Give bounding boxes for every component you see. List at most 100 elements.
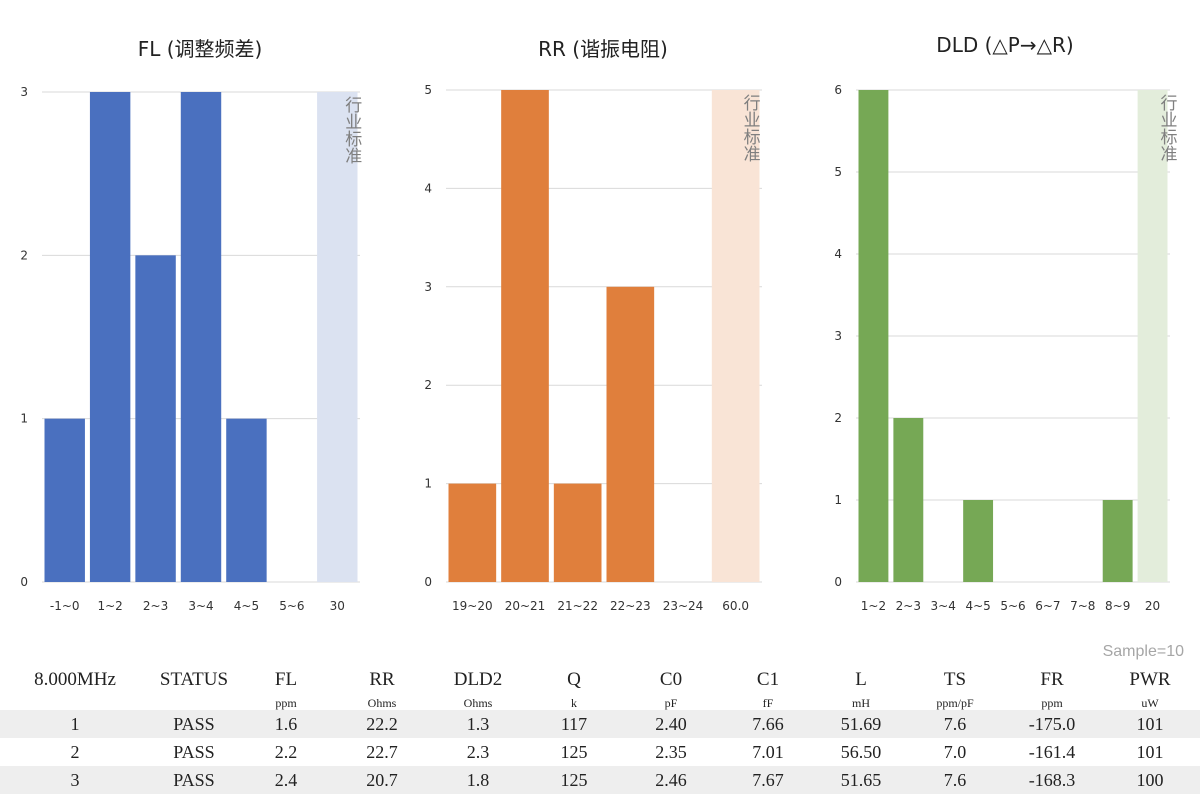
x-tick-label: 21~22 bbox=[557, 599, 598, 613]
y-tick-label: 3 bbox=[834, 329, 842, 343]
cell-c0: 2.46 bbox=[622, 766, 720, 794]
bar-dld-3 bbox=[963, 500, 994, 582]
col-header-fl: FL ppm bbox=[274, 669, 298, 710]
col-header-ts: TS ppm/pF bbox=[936, 669, 974, 710]
y-tick-label: 5 bbox=[424, 83, 432, 97]
x-tick-label: -1~0 bbox=[50, 599, 80, 613]
fl-chart-title: FL (调整频差) bbox=[137, 37, 263, 61]
col-header-c0: C0 pF bbox=[659, 669, 683, 710]
cell-status: PASS bbox=[150, 738, 238, 766]
y-tick-label: 4 bbox=[424, 181, 432, 195]
cell-status: PASS bbox=[150, 710, 238, 738]
cell-fr: -161.4 bbox=[1004, 738, 1100, 766]
bar-rr-2 bbox=[553, 483, 602, 582]
fl-histogram-chart: 0 1 2 3 -1~0 1~2 2~3 3~4 4~5 5~6 行业标准 30 bbox=[20, 85, 361, 613]
cell-q: 117 bbox=[526, 710, 622, 738]
industry-standard-band bbox=[1137, 90, 1168, 582]
y-tick-label: 1 bbox=[834, 493, 842, 507]
x-tick-label: 20~21 bbox=[505, 599, 546, 613]
bar-fl-4 bbox=[226, 418, 267, 582]
cell-status: PASS bbox=[150, 766, 238, 794]
cell-rr: 22.2 bbox=[334, 710, 430, 738]
cell-ts: 7.6 bbox=[906, 710, 1004, 738]
cell-c1: 7.01 bbox=[720, 738, 816, 766]
cell-rr: 20.7 bbox=[334, 766, 430, 794]
cell-c1: 7.67 bbox=[720, 766, 816, 794]
x-tick-label: 8~9 bbox=[1105, 599, 1130, 613]
cell-c1: 7.66 bbox=[720, 710, 816, 738]
cell-c0: 2.35 bbox=[622, 738, 720, 766]
cell-pwr: 101 bbox=[1100, 738, 1200, 766]
cell-fl: 2.2 bbox=[238, 738, 334, 766]
y-tick-label: 1 bbox=[20, 412, 28, 426]
bar-rr-1 bbox=[501, 90, 549, 582]
rr-chart-title: RR (谐振电阻) bbox=[538, 37, 668, 61]
cell-rr: 22.7 bbox=[334, 738, 430, 766]
cell-dld2: 1.8 bbox=[430, 766, 526, 794]
x-tick-label: 7~8 bbox=[1070, 599, 1095, 613]
cell-q: 125 bbox=[526, 766, 622, 794]
y-tick-label: 0 bbox=[424, 575, 432, 589]
rr-histogram-chart: 0 1 2 3 4 5 19~20 20~21 21~22 22~23 23~24 行业标准 60.0 bbox=[424, 83, 762, 613]
x-tick-label: 19~20 bbox=[452, 599, 493, 613]
x-tick-label: 6~7 bbox=[1035, 599, 1060, 613]
y-tick-label: 2 bbox=[424, 378, 432, 392]
cell-l: 51.69 bbox=[816, 710, 906, 738]
cell-l: 51.65 bbox=[816, 766, 906, 794]
y-tick-label: 1 bbox=[424, 477, 432, 491]
y-tick-label: 3 bbox=[20, 85, 28, 99]
cell-q: 125 bbox=[526, 738, 622, 766]
y-tick-label: 6 bbox=[834, 83, 842, 97]
col-header-c1: C1 fF bbox=[756, 669, 780, 710]
y-tick-label: 2 bbox=[20, 248, 28, 262]
cell-c0: 2.40 bbox=[622, 710, 720, 738]
cell-l: 56.50 bbox=[816, 738, 906, 766]
industry-standard-band bbox=[711, 90, 760, 582]
cell-fl: 1.6 bbox=[238, 710, 334, 738]
dld-chart-title: DLD (△P→△R) bbox=[936, 33, 1074, 57]
x-tick-label: 20 bbox=[1145, 599, 1160, 613]
bar-dld-0 bbox=[858, 90, 889, 582]
bar-fl-0 bbox=[44, 418, 85, 582]
x-tick-label: 22~23 bbox=[610, 599, 651, 613]
dld-histogram-chart: 0 1 2 3 4 5 6 1~2 2~3 3~4 4~5 5~6 6~7 7~8 8~9 行业标准 20 bbox=[834, 83, 1178, 613]
col-header-fr: FR ppm bbox=[1040, 669, 1064, 710]
cell-dld2: 1.3 bbox=[430, 710, 526, 738]
table-row: 2 PASS 2.2 22.7 2.3 125 2.35 7.01 56.50 … bbox=[0, 738, 1200, 766]
table-row: 1 PASS 1.6 22.2 1.3 117 2.40 7.66 51.69 … bbox=[0, 710, 1200, 738]
x-tick-label: 3~4 bbox=[931, 599, 956, 613]
col-header-frequency: 8.000MHz bbox=[34, 669, 116, 690]
x-tick-label: 1~2 bbox=[97, 599, 122, 613]
cell-pwr: 100 bbox=[1100, 766, 1200, 794]
bar-rr-3 bbox=[606, 286, 655, 582]
bar-dld-7 bbox=[1102, 500, 1133, 582]
sample-count-label: Sample=10 bbox=[1102, 643, 1184, 660]
cell-fr: -168.3 bbox=[1004, 766, 1100, 794]
x-tick-label: 2~3 bbox=[896, 599, 921, 613]
x-tick-label: 30 bbox=[330, 599, 345, 613]
cell-index: 2 bbox=[0, 738, 150, 766]
x-tick-label: 4~5 bbox=[965, 599, 990, 613]
x-tick-label: 5~6 bbox=[1000, 599, 1025, 613]
industry-standard-band bbox=[317, 92, 358, 582]
col-header-status: STATUS bbox=[159, 669, 229, 690]
cell-index: 3 bbox=[0, 766, 150, 794]
x-tick-label: 5~6 bbox=[279, 599, 304, 613]
x-tick-label: 60.0 bbox=[722, 599, 749, 613]
table-row: 3 PASS 2.4 20.7 1.8 125 2.46 7.67 51.65 … bbox=[0, 766, 1200, 794]
y-tick-label: 0 bbox=[20, 575, 28, 589]
industry-standard-label: 行业标准 bbox=[740, 94, 761, 162]
y-tick-label: 5 bbox=[834, 165, 842, 179]
x-tick-label: 4~5 bbox=[234, 599, 259, 613]
x-tick-label: 3~4 bbox=[188, 599, 213, 613]
col-header-rr: RR Ohms bbox=[367, 669, 397, 710]
bar-fl-3 bbox=[180, 92, 222, 582]
industry-standard-label: 行业标准 bbox=[1157, 94, 1178, 162]
cell-dld2: 2.3 bbox=[430, 738, 526, 766]
x-tick-label: 23~24 bbox=[663, 599, 704, 613]
cell-pwr: 101 bbox=[1100, 710, 1200, 738]
